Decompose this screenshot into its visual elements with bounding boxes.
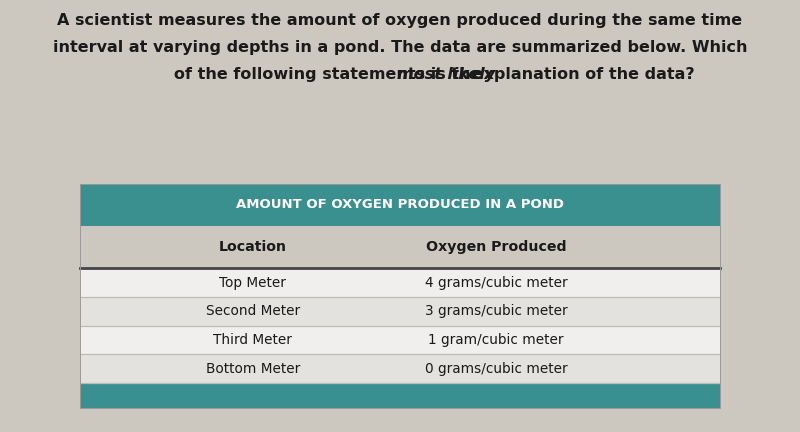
- FancyBboxPatch shape: [80, 184, 720, 226]
- Text: Location: Location: [219, 240, 287, 254]
- Text: Bottom Meter: Bottom Meter: [206, 362, 300, 376]
- FancyBboxPatch shape: [80, 268, 720, 297]
- Text: AMOUNT OF OXYGEN PRODUCED IN A POND: AMOUNT OF OXYGEN PRODUCED IN A POND: [236, 198, 564, 211]
- Text: interval at varying depths in a pond. The data are summarized below. Which: interval at varying depths in a pond. Th…: [53, 40, 747, 55]
- Text: 3 grams/cubic meter: 3 grams/cubic meter: [425, 305, 567, 318]
- FancyBboxPatch shape: [80, 354, 720, 383]
- FancyBboxPatch shape: [80, 226, 720, 268]
- FancyBboxPatch shape: [80, 383, 720, 408]
- Text: Top Meter: Top Meter: [219, 276, 286, 289]
- Text: 0 grams/cubic meter: 0 grams/cubic meter: [425, 362, 567, 376]
- Text: A scientist measures the amount of oxygen produced during the same time: A scientist measures the amount of oxyge…: [58, 13, 742, 28]
- Text: of the following statements is the: of the following statements is the: [174, 67, 487, 82]
- FancyBboxPatch shape: [80, 326, 720, 354]
- Text: Oxygen Produced: Oxygen Produced: [426, 240, 566, 254]
- FancyBboxPatch shape: [80, 297, 720, 326]
- Text: 1 gram/cubic meter: 1 gram/cubic meter: [428, 333, 564, 347]
- Text: Third Meter: Third Meter: [214, 333, 292, 347]
- Text: most likely: most likely: [397, 67, 495, 82]
- Text: explanation of the data?: explanation of the data?: [466, 67, 694, 82]
- Text: Second Meter: Second Meter: [206, 305, 300, 318]
- Text: 4 grams/cubic meter: 4 grams/cubic meter: [425, 276, 567, 289]
